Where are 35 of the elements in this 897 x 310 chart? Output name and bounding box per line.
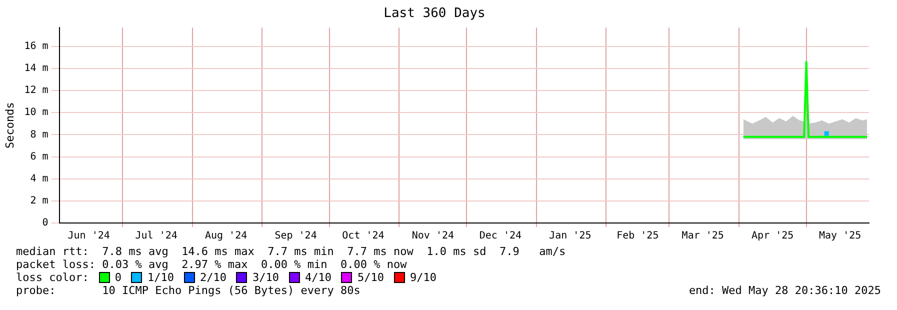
y-axis-title: Seconds [3, 102, 16, 148]
x-tick-label: Jul '24 [135, 230, 178, 242]
text: median rtt: 7.8 ms avg 14.6 ms max 7.7 ms min 7.7 ms now 1.0 ms sd 7.9 am/s [15, 245, 567, 258]
legend-label: 5/10 [357, 271, 384, 284]
x-tick-label: Apr '25 [752, 230, 794, 242]
x-tick-label: Jun '24 [68, 230, 110, 242]
x-tick-label: Nov '24 [412, 230, 454, 242]
legend-label: 2/10 [200, 271, 226, 284]
x-tick-label: Feb '25 [616, 230, 659, 242]
y-tick-label: 10 m [24, 107, 48, 118]
y-tick-label: 2 m [30, 196, 48, 207]
legend-label: 3/10 [252, 271, 279, 284]
y-tick-label: 0 [42, 218, 48, 229]
text: packet loss: 0.03 % avg 2.97 % max 0.00 % min 0.00 % now [15, 258, 408, 271]
y-tick-label: 4 m [30, 173, 48, 184]
legend-label: 9/10 [410, 271, 436, 284]
x-tick-label: Aug '24 [204, 230, 248, 242]
x-tick-label: Sep '24 [274, 230, 317, 242]
text: probe: 10 ICMP Echo Pings (56 Bytes) every 80s [16, 284, 360, 297]
text: end: Wed May 28 20:36:10 2025 [688, 284, 881, 297]
chart-title: Last 360 Days [384, 6, 486, 22]
y-tick-label: 6 m [30, 151, 48, 162]
x-tick-label: Dec '24 [479, 230, 522, 242]
y-tick-label: 12 m [24, 85, 48, 96]
legend-label: 1/10 [147, 271, 174, 284]
y-tick-label: 8 m [30, 129, 48, 140]
legend-label: 0 [114, 271, 122, 284]
x-tick-label: May '25 [819, 230, 862, 242]
legend-label: 4/10 [304, 271, 332, 284]
y-tick-label: 16 m [24, 40, 48, 52]
x-tick-label: Mar '25 [682, 230, 724, 242]
x-tick-label: Jan '25 [549, 230, 592, 242]
legend-title: loss color: [16, 271, 89, 284]
y-tick-label: 14 m [24, 63, 48, 74]
x-tick-label: Oct '24 [342, 230, 384, 242]
